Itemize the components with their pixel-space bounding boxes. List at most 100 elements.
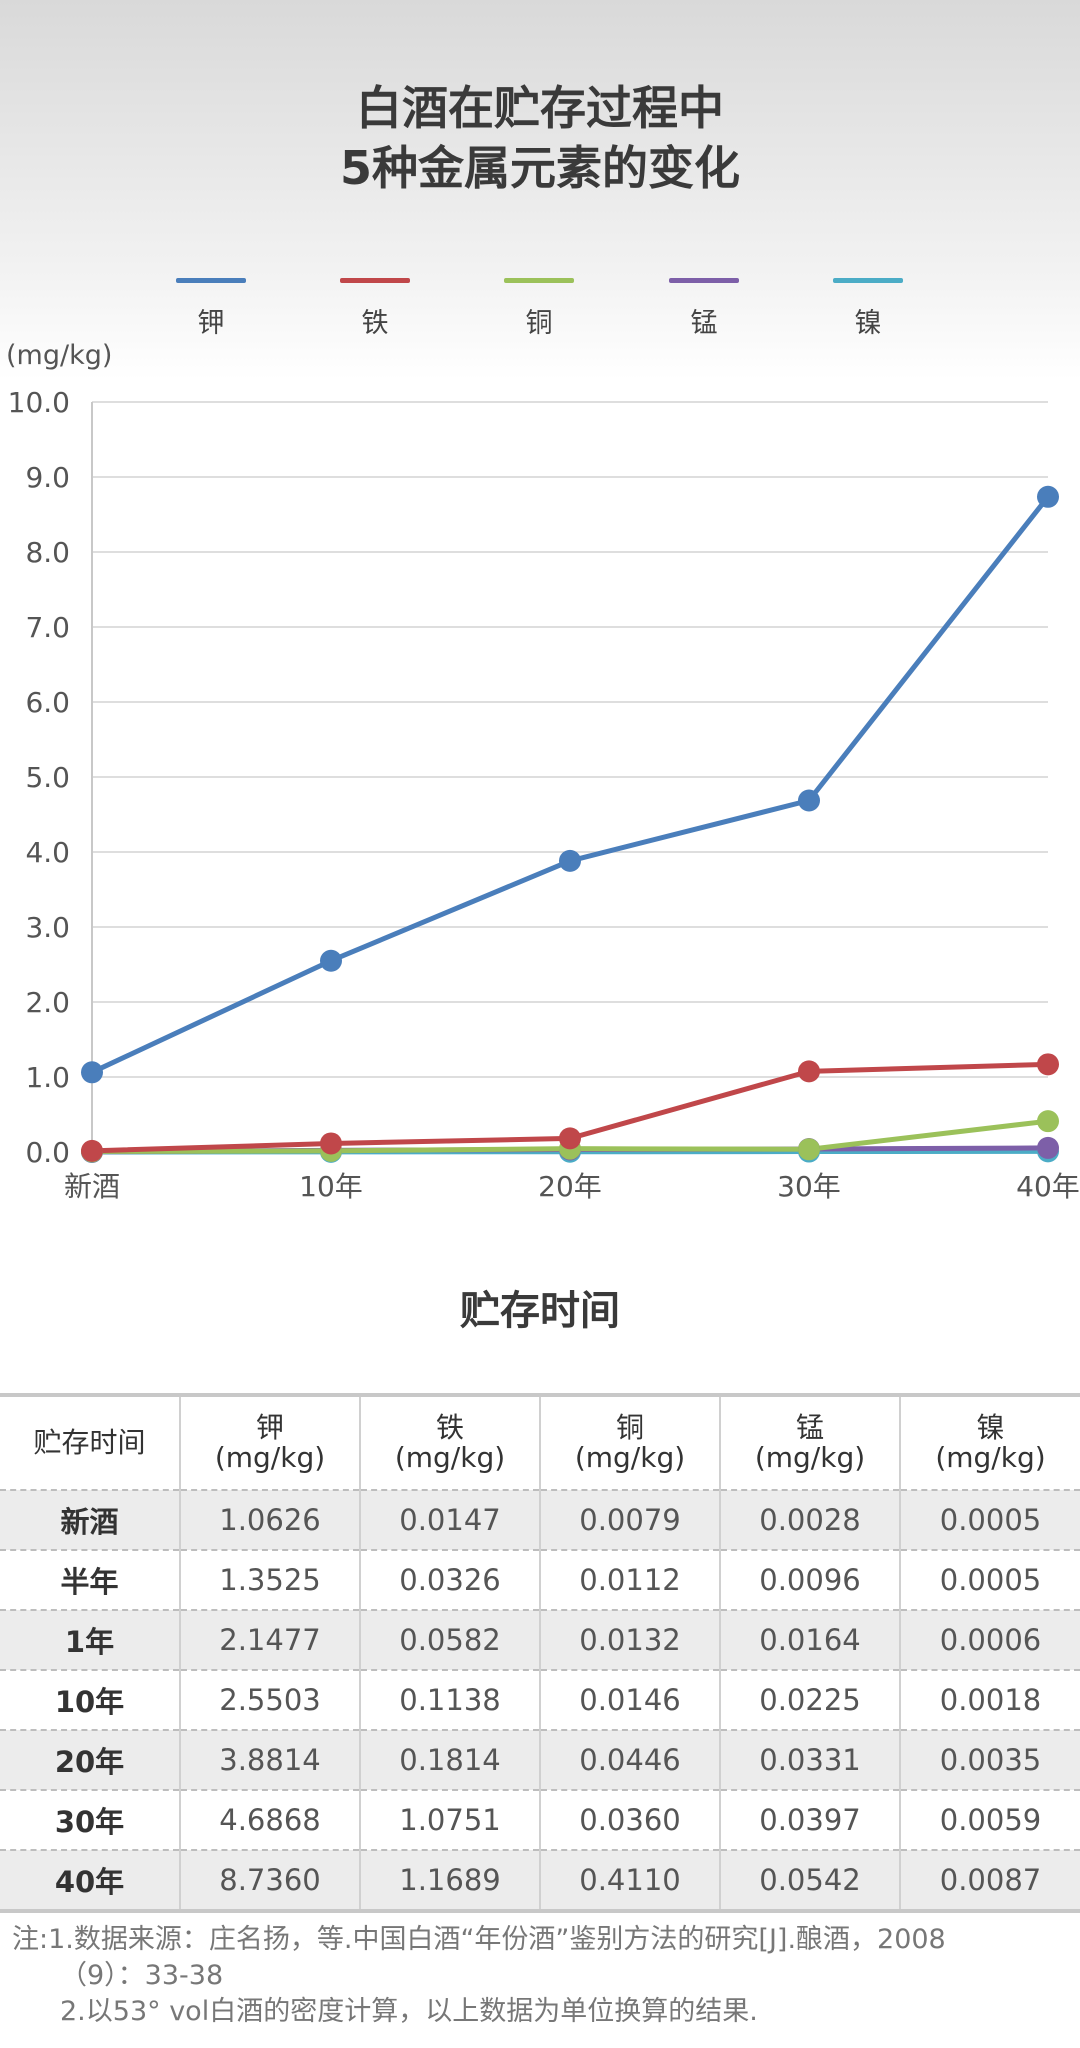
table-cell: 0.0059 [899, 1789, 1080, 1850]
table-header-ni: 镍 (mg/kg) [899, 1395, 1080, 1490]
y-tick-label: 5.0 [25, 761, 70, 794]
table-cell: 0.4110 [539, 1849, 720, 1911]
x-axis-title: 贮存时间 [460, 1288, 620, 1334]
table-row: 新酒 1.0626 0.0147 0.0079 0.0028 0.0005 [0, 1489, 1080, 1550]
title-line-1: 白酒在贮存过程中 [356, 81, 724, 135]
table-cell: 0.0018 [899, 1669, 1080, 1730]
table-cell: 0.0112 [539, 1549, 720, 1610]
table-cell: 0.0360 [539, 1789, 720, 1850]
legend-label-cu: 铜 [525, 308, 553, 339]
x-tick-label: 10年 [299, 1170, 363, 1203]
table-cell: 0.0146 [539, 1669, 720, 1730]
legend-item-k: 钾 [151, 270, 271, 340]
table-cell: 0.0035 [899, 1729, 1080, 1790]
y-axis-unit: (mg/kg) [6, 340, 113, 371]
data-point-钾 [320, 949, 342, 972]
y-tick-label: 7.0 [25, 611, 70, 644]
table-cell: 3.8814 [179, 1729, 360, 1790]
legend-item-cu: 铜 [479, 270, 599, 340]
table-cell: 0.0397 [719, 1789, 900, 1850]
y-tick-label: 2.0 [25, 986, 70, 1019]
x-tick-label: 30年 [777, 1170, 841, 1203]
y-tick-label: 8.0 [25, 536, 70, 569]
table-header-k: 钾 (mg/kg) [179, 1395, 360, 1490]
header-element: 钾 [255, 1411, 284, 1444]
data-point-铁 [81, 1139, 103, 1162]
table-header-mn: 锰 (mg/kg) [719, 1395, 900, 1490]
legend-swatch-k [176, 278, 246, 283]
header-unit: (mg/kg) [214, 1441, 326, 1474]
data-point-铜 [1037, 1110, 1059, 1133]
table-cell: 8.7360 [179, 1849, 360, 1911]
table-header-fe: 铁 (mg/kg) [359, 1395, 540, 1490]
table-cell: 1.3525 [179, 1549, 360, 1610]
data-table: 贮存时间 钾 (mg/kg) 铁 (mg/kg) 铜 (mg/kg) 锰 (mg/kg)… [0, 1393, 1080, 1913]
row-label: 新酒 [0, 1489, 180, 1550]
y-tick-label: 1.0 [25, 1061, 70, 1094]
table-cell: 0.0542 [719, 1849, 900, 1911]
table-row: 40年 8.7360 1.1689 0.4110 0.0542 0.0087 [0, 1849, 1080, 1911]
table-cell: 0.0087 [899, 1849, 1080, 1911]
table-cell: 0.0147 [359, 1489, 540, 1550]
y-tick-label: 3.0 [25, 911, 70, 944]
y-tick-label: 0.0 [25, 1136, 70, 1169]
legend-swatch-ni [833, 278, 903, 283]
legend-item-ni: 镍 [808, 270, 928, 340]
table-cell: 4.6868 [179, 1789, 360, 1850]
footnote-1: 注:1.数据来源：庄名扬，等.中国白酒“年份酒”鉴别方法的研究[J].酿酒，20… [12, 1924, 946, 1955]
table-cell: 0.0225 [719, 1669, 900, 1730]
table-cell: 2.5503 [179, 1669, 360, 1730]
table-cell: 0.0164 [719, 1609, 900, 1670]
table-cell: 0.0079 [539, 1489, 720, 1550]
legend-swatch-fe [340, 278, 410, 283]
header-element: 镍 [976, 1411, 1005, 1444]
data-point-铁 [1037, 1053, 1059, 1076]
data-point-钾 [559, 849, 581, 872]
table-cell: 0.0028 [719, 1489, 900, 1550]
y-tick-label: 6.0 [25, 686, 70, 719]
data-point-铁 [798, 1060, 820, 1083]
legend-label-ni: 镍 [854, 308, 882, 339]
header-element: 锰 [795, 1411, 824, 1444]
header-unit: (mg/kg) [394, 1441, 506, 1474]
header-unit: (mg/kg) [754, 1441, 866, 1474]
row-label: 10年 [0, 1669, 180, 1730]
header-element: 铜 [615, 1411, 644, 1444]
table-cell: 0.0326 [359, 1549, 540, 1610]
x-tick-label: 40年 [1016, 1170, 1080, 1203]
title-line-2: 5种金属元素的变化 [339, 141, 740, 195]
footnote-1-continued: （9）：33-38 [60, 1960, 224, 1991]
table-row: 10年 2.5503 0.1138 0.0146 0.0225 0.0018 [0, 1669, 1080, 1730]
header-unit: (mg/kg) [935, 1441, 1046, 1474]
x-tick-label: 20年 [538, 1170, 602, 1203]
row-label: 1年 [0, 1609, 180, 1670]
table-cell: 1.1689 [359, 1849, 540, 1911]
table-cell: 0.1138 [359, 1669, 540, 1730]
table-cell: 1.0751 [359, 1789, 540, 1850]
table-cell: 1.0626 [179, 1489, 360, 1550]
y-tick-label: 9.0 [25, 461, 70, 494]
table-cell: 0.0331 [719, 1729, 900, 1790]
header-unit: (mg/kg) [574, 1441, 686, 1474]
data-point-锰 [1037, 1136, 1059, 1159]
legend: 钾 铁 铜 锰 镍 [0, 270, 1080, 350]
table-header-row: 贮存时间 钾 (mg/kg) 铁 (mg/kg) 铜 (mg/kg) 锰 (mg/kg)… [0, 1395, 1080, 1490]
table-cell: 0.0006 [899, 1609, 1080, 1670]
table-row: 30年 4.6868 1.0751 0.0360 0.0397 0.0059 [0, 1789, 1080, 1850]
data-point-铁 [320, 1132, 342, 1155]
y-tick-label: 10.0 [8, 386, 70, 419]
row-label: 30年 [0, 1789, 180, 1850]
table-header-cu: 铜 (mg/kg) [539, 1395, 720, 1490]
table-cell: 0.0005 [899, 1489, 1080, 1550]
table-cell: 0.0096 [719, 1549, 900, 1610]
series-line-钾 [90, 495, 1050, 1075]
data-point-铁 [559, 1127, 581, 1150]
data-point-钾 [81, 1061, 103, 1084]
data-point-钾 [1037, 485, 1059, 508]
row-label: 40年 [0, 1849, 180, 1911]
footnote-2: 2.以53° vol白酒的密度计算，以上数据为单位换算的结果. [60, 1996, 758, 2027]
table-row: 半年 1.3525 0.0326 0.0112 0.0096 0.0005 [0, 1549, 1080, 1610]
table-row: 20年 3.8814 0.1814 0.0446 0.0331 0.0035 [0, 1729, 1080, 1790]
legend-item-fe: 铁 [315, 270, 435, 340]
footnotes: 注:1.数据来源：庄名扬，等.中国白酒“年份酒”鉴别方法的研究[J].酿酒，20… [12, 1922, 1072, 2030]
